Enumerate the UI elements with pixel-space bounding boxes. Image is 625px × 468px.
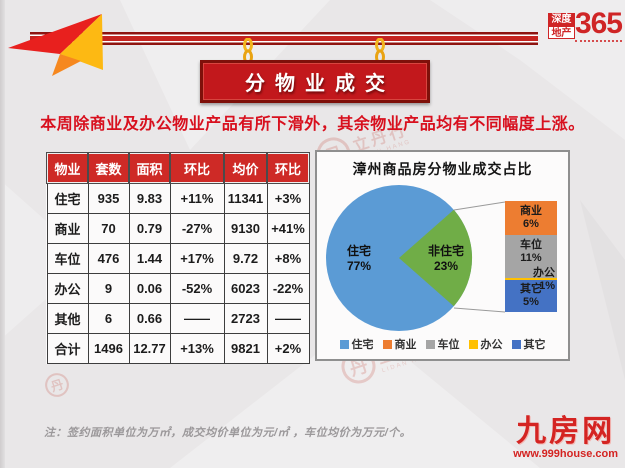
cell-area-mom: +11%	[169, 182, 225, 214]
shendu-dichan-365-logo: 深度 地产 365	[547, 7, 623, 43]
cell-price: 2723	[223, 302, 268, 334]
table-row-commercial: 商业 70 0.79 -27% 9130 +41%	[46, 212, 310, 244]
cell-price: 9821	[223, 332, 268, 364]
cell-area-mom: +13%	[169, 332, 225, 364]
pie-chart-panel: 漳州商品房分物业成交占比 住宅 77% 非住宅 23% 商业 6% 车位 11%	[315, 150, 570, 361]
cell-area-mom: -27%	[169, 212, 225, 244]
table-row-parking: 车位 476 1.44 +17% 9.72 +8%	[46, 242, 310, 274]
legend-swatch-office-icon	[468, 339, 478, 349]
cell-area-mom: -52%	[169, 272, 225, 304]
section-banner: 分物业成交	[200, 60, 430, 103]
cell-property: 办公	[46, 272, 89, 304]
cell-price-mom: +41%	[266, 212, 310, 244]
legend-swatch-other-icon	[511, 339, 521, 349]
bar-label-office: 办公 1%	[533, 267, 555, 293]
col-header-units: 套数	[87, 152, 130, 184]
cell-price-mom: ——	[266, 302, 310, 334]
paper-plane-arrow-icon	[8, 14, 103, 76]
legend-swatch-parking-icon	[425, 339, 435, 349]
pie-slice-nonresidential	[399, 209, 473, 307]
cell-units: 1496	[87, 332, 130, 364]
cell-units: 476	[87, 242, 130, 274]
section-title: 分物业成交	[245, 71, 395, 95]
cell-price: 9.72	[223, 242, 268, 274]
page-edge-shade	[0, 0, 5, 468]
legend-swatch-commercial-icon	[382, 339, 392, 349]
cell-area-mom: ——	[169, 302, 225, 334]
site-name: 九房网	[516, 414, 616, 449]
cell-area: 0.79	[128, 212, 171, 244]
logo-subtext-dots	[574, 40, 622, 43]
bar-segment-office	[505, 278, 557, 280]
logo-number-block: 365	[574, 7, 623, 43]
chart-legend: 住宅 商业 车位 办公 其它	[317, 336, 568, 352]
site-url: www.999house.com	[513, 448, 618, 460]
cell-units: 9	[87, 272, 130, 304]
table-row-other: 其他 6 0.66 —— 2723 ——	[46, 302, 310, 334]
legend-item-office: 办公	[468, 336, 503, 352]
bar-segment-parking: 车位 11%	[505, 234, 557, 279]
cell-price-mom: +8%	[266, 242, 310, 274]
cell-units: 935	[87, 182, 130, 214]
cell-price: 9130	[223, 212, 268, 244]
cell-area: 0.66	[128, 302, 171, 334]
legend-item-residential: 住宅	[339, 336, 374, 352]
lidanhang-watermark-stamp: 丹	[42, 370, 72, 400]
col-header-area-mom: 环比	[169, 152, 225, 184]
cell-property: 住宅	[46, 182, 89, 214]
header-rule-line	[30, 32, 538, 45]
legend-item-other: 其它	[511, 336, 546, 352]
logo-line1: 深度	[547, 13, 575, 26]
cell-property: 其他	[46, 302, 89, 334]
jiufangwang-logo: 九房网 www.999house.com	[513, 414, 618, 461]
table-row-residential: 住宅 935 9.83 +11% 11341 +3%	[46, 182, 310, 214]
headline-text: 本周除商业及办公物业产品有所下滑外，其余物业产品均有不同幅度上涨。	[40, 116, 585, 133]
table-row-total: 合计 1496 12.77 +13% 9821 +2%	[46, 332, 310, 364]
cell-price: 6023	[223, 272, 268, 304]
logo-line2: 地产	[547, 26, 575, 39]
cell-area: 1.44	[128, 242, 171, 274]
cell-area-mom: +17%	[169, 242, 225, 274]
cell-price-mom: +3%	[266, 182, 310, 214]
units-footnote: 注：签约面积单位为万㎡，成交均价单位为元/㎡ ，车位均价为万元/个。	[44, 427, 412, 439]
table-row-office: 办公 9 0.06 -52% 6023 -22%	[46, 272, 310, 304]
cell-property: 商业	[46, 212, 89, 244]
col-header-price: 均价	[223, 152, 268, 184]
pie-label-nonresidential: 非住宅 23%	[427, 244, 464, 273]
col-header-property: 物业	[46, 152, 89, 184]
logo-text-block: 深度 地产	[547, 13, 575, 39]
cell-price: 11341	[223, 182, 268, 214]
cell-units: 70	[87, 212, 130, 244]
cell-price-mom: +2%	[266, 332, 310, 364]
breakdown-stacked-bar: 商业 6% 车位 11% 其它 5% 办公 1%	[505, 201, 557, 312]
property-transactions-table: 物业 套数 面积 环比 均价 环比 住宅 935 9.83 +11% 11341…	[46, 152, 310, 364]
chart-title: 漳州商品房分物业成交占比	[352, 161, 533, 177]
col-header-price-mom: 环比	[266, 152, 310, 184]
cell-area: 0.06	[128, 272, 171, 304]
legend-item-commercial: 商业	[382, 336, 417, 352]
pie-chart	[326, 185, 473, 331]
pie-label-residential: 住宅 77%	[346, 244, 372, 273]
cell-property: 车位	[46, 242, 89, 274]
cell-units: 6	[87, 302, 130, 334]
legend-item-parking: 车位	[425, 336, 460, 352]
table-header-row: 物业 套数 面积 环比 均价 环比	[46, 152, 310, 184]
cell-area: 9.83	[128, 182, 171, 214]
cell-price-mom: -22%	[266, 272, 310, 304]
col-header-area: 面积	[128, 152, 171, 184]
cell-area: 12.77	[128, 332, 171, 364]
lidanhang-seal-icon: 丹	[42, 370, 72, 400]
bar-segment-other: 其它 5%	[505, 279, 557, 312]
legend-swatch-residential-icon	[339, 339, 349, 349]
logo-number: 365	[574, 7, 623, 40]
cell-property: 合计	[46, 332, 89, 364]
bar-segment-commercial: 商业 6%	[505, 201, 557, 235]
